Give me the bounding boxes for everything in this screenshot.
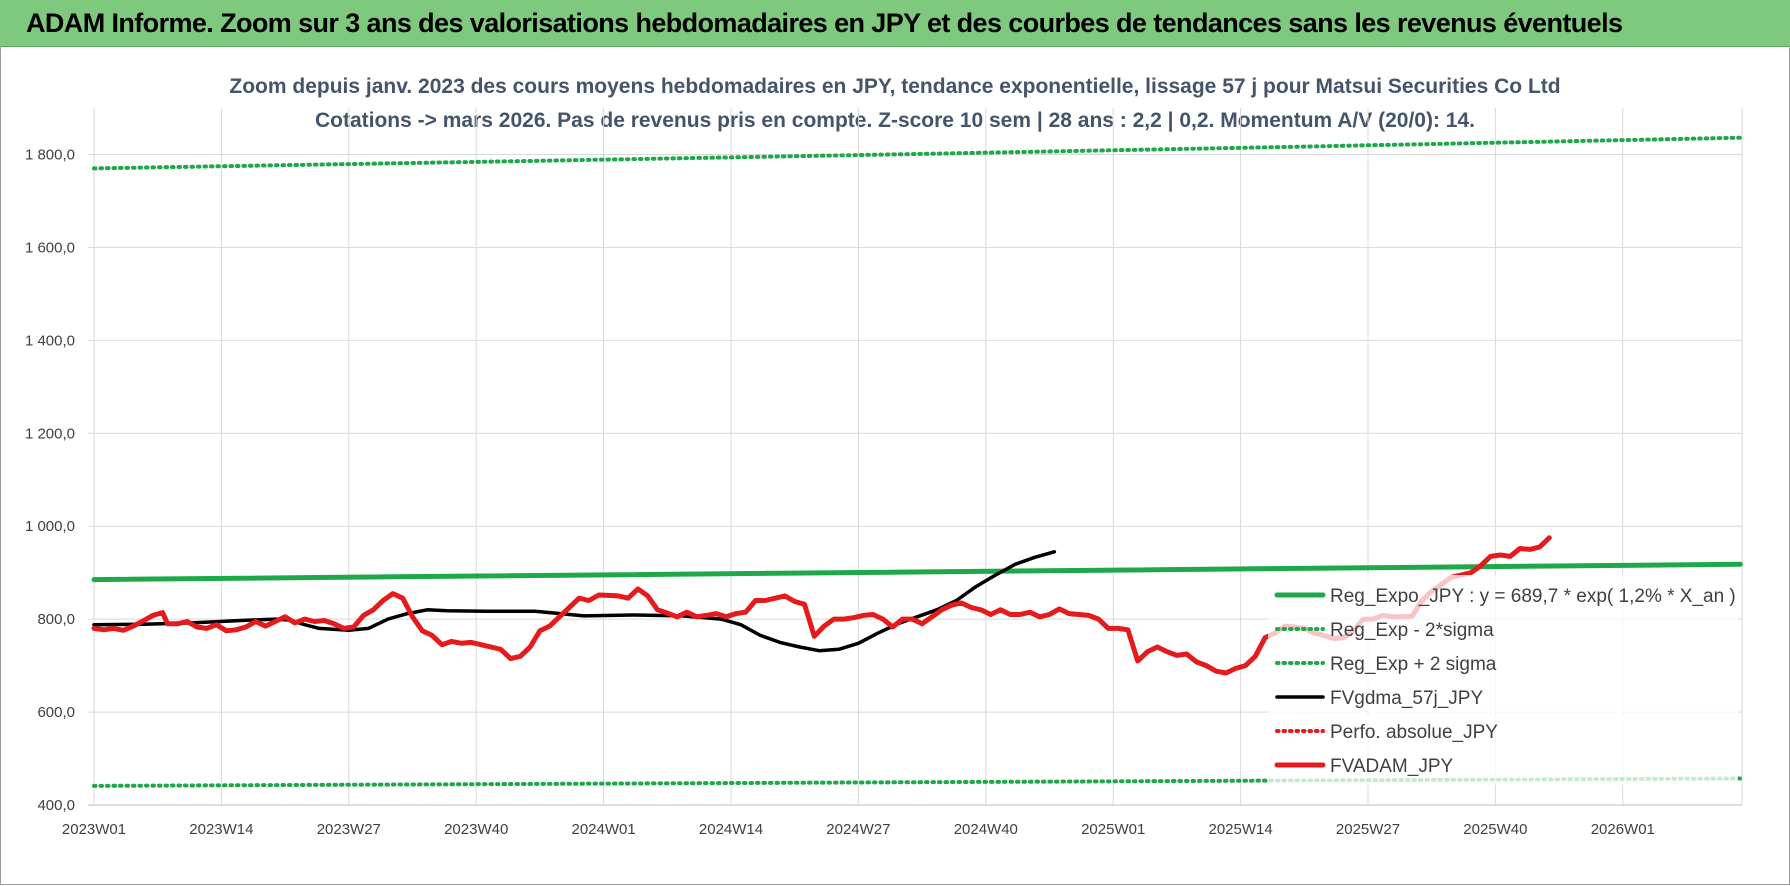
series-line [92, 135, 1743, 171]
y-tick-label: 1 200,0 [25, 425, 75, 442]
legend-label: Reg_Expo_JPY : y = 689,7 * exp( 1,2% * X… [1330, 586, 1736, 607]
x-tick-label: 2026W01 [1591, 821, 1655, 838]
x-tick-label: 2024W27 [826, 821, 890, 838]
x-tick-label: 2025W14 [1208, 821, 1272, 838]
legend-label: Reg_Exp + 2 sigma [1330, 654, 1497, 675]
x-tick-label: 2025W40 [1463, 821, 1527, 838]
legend-label: Reg_Exp - 2*sigma [1330, 620, 1494, 641]
x-tick-label: 2024W01 [571, 821, 635, 838]
y-tick-label: 400,0 [37, 797, 75, 814]
y-tick-label: 800,0 [37, 611, 75, 628]
series-line [91, 561, 1743, 583]
x-tick-label: 2024W14 [699, 821, 763, 838]
chart-title-line-1: Zoom depuis janv. 2023 des cours moyens … [229, 75, 1560, 98]
y-tick-label: 1 400,0 [25, 332, 75, 349]
chart-legend: Reg_Expo_JPY : y = 689,7 * exp( 1,2% * X… [1268, 575, 1738, 785]
x-tick-label: 2023W27 [317, 821, 381, 838]
y-tick-label: 600,0 [37, 704, 75, 721]
legend-box [1268, 575, 1738, 785]
y-tick-label: 1 000,0 [25, 518, 75, 535]
chart-title-line-2: Cotations -> mars 2026. Pas de revenus p… [315, 109, 1475, 132]
x-tick-label: 2025W27 [1336, 821, 1400, 838]
legend-label: FVgdma_57j_JPY [1330, 688, 1483, 709]
report-title: ADAM Informe. Zoom sur 3 ans des valoris… [26, 8, 1623, 38]
y-tick-label: 1 800,0 [25, 146, 75, 163]
x-tick-label: 2023W01 [62, 821, 126, 838]
y-tick-label: 1 600,0 [25, 239, 75, 256]
x-axis-ticks: 2023W01 2023W14 2023W27 2023W40 2024W01 2024W… [62, 821, 1655, 838]
x-tick-label: 2023W14 [189, 821, 253, 838]
legend-label: Perfo. absolue_JPY [1330, 722, 1498, 743]
x-tick-label: 2025W01 [1081, 821, 1145, 838]
report-banner: ADAM Informe. Zoom sur 3 ans des valoris… [0, 0, 1790, 47]
x-tick-label: 2024W40 [954, 821, 1018, 838]
y-axis-ticks: 400,0 600,0 800,0 1 000,0 1 200,0 1 400,0 1 60… [25, 146, 75, 814]
legend-label: FVADAM_JPY [1330, 756, 1454, 777]
x-tick-label: 2023W40 [444, 821, 508, 838]
